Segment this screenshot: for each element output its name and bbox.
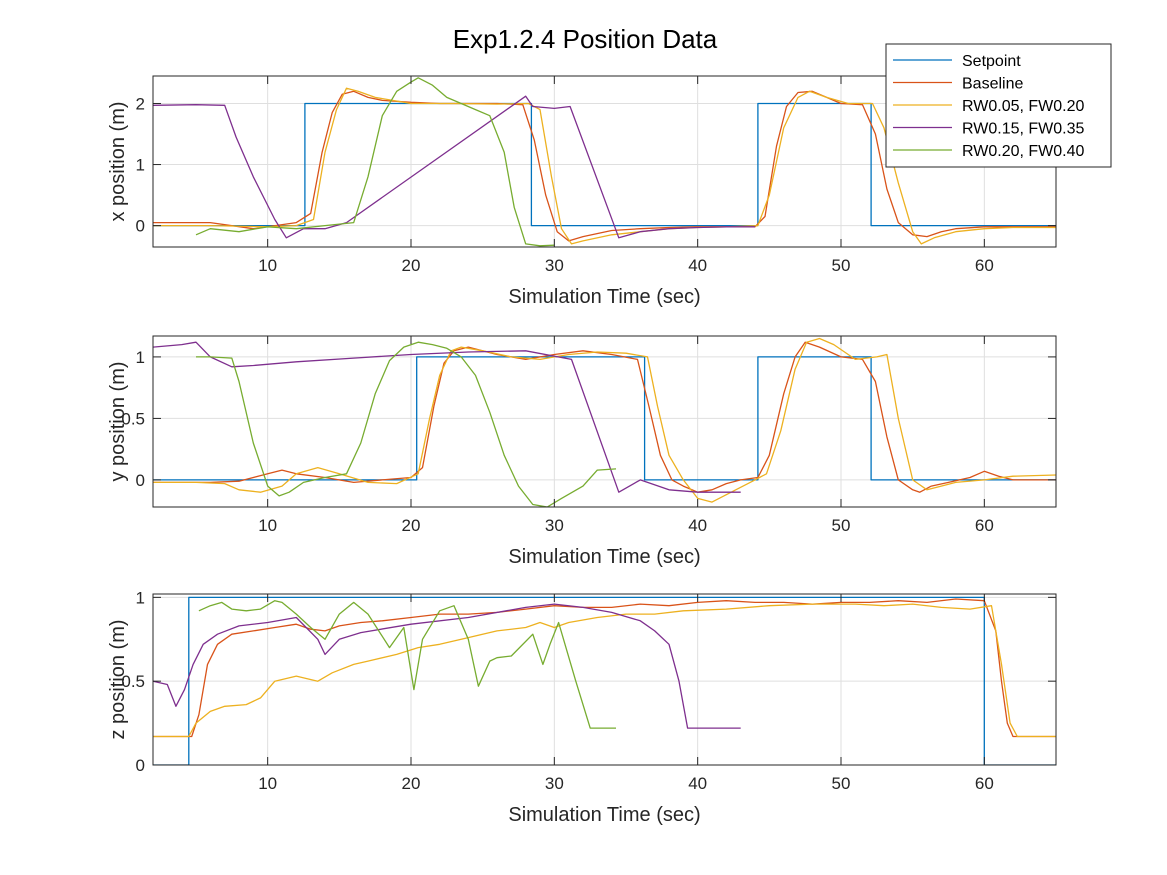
- y-tick-label: 0.5: [121, 409, 145, 428]
- x-tick-label: 50: [832, 516, 851, 535]
- y-tick-label: 2: [136, 94, 145, 113]
- legend-label-baseline: Baseline: [962, 76, 1023, 93]
- x-axis-label: Simulation Time (sec): [508, 804, 700, 826]
- y-tick-label: 1: [136, 588, 145, 607]
- series-line-baseline: [153, 90, 1056, 242]
- plot-area: [153, 594, 1056, 765]
- series-line-rw0-15-fw0-35: [153, 603, 741, 729]
- series-line-setpoint: [153, 596, 1056, 765]
- x-axis-label: Simulation Time (sec): [508, 286, 700, 308]
- subplot-z-position: 10 20 30 40 50 60 0 0.5 1 Simulation Time (sec) z …: [107, 588, 1057, 826]
- x-tick-label: 40: [688, 256, 707, 275]
- x-tick-label: 40: [688, 516, 707, 535]
- series-line-rw0-05-fw0-20: [153, 603, 1056, 738]
- series-line-setpoint: [153, 102, 1056, 227]
- axes-box: [152, 593, 1057, 766]
- series-line-rw0-05-fw0-20: [153, 337, 1056, 503]
- y-tick-label: 0: [136, 471, 145, 490]
- x-tick-label: 60: [975, 256, 994, 275]
- series-line-setpoint: [153, 356, 1056, 481]
- series-line-rw0-15-fw0-35: [153, 95, 755, 239]
- x-tick-label: 20: [402, 774, 421, 793]
- x-tick-label: 20: [402, 516, 421, 535]
- series-line-rw0-20-fw0-40: [195, 77, 555, 247]
- legend: Setpoint Baseline RW0.05, FW0.20 RW0.15, FW…: [885, 43, 1112, 168]
- x-tick-label: 20: [402, 256, 421, 275]
- legend-label-rw0-15-fw0-35: RW0.15, FW0.35: [962, 121, 1085, 138]
- x-tick-label: 30: [545, 774, 564, 793]
- x-tick-label: 50: [832, 256, 851, 275]
- legend-label-rw0-20-fw0-40: RW0.20, FW0.40: [962, 143, 1085, 160]
- y-axis-label: y position (m): [107, 361, 129, 481]
- y-tick-label: 0: [136, 756, 145, 775]
- y-tick-label: 1: [136, 156, 145, 175]
- x-tick-label: 60: [975, 774, 994, 793]
- x-tick-label: 30: [545, 516, 564, 535]
- chart-title: Exp1.2.4 Position Data: [453, 24, 718, 54]
- x-tick-label: 10: [258, 256, 277, 275]
- x-tick-label: 10: [258, 774, 277, 793]
- y-tick-label: 0: [136, 217, 145, 236]
- x-tick-label: 40: [688, 774, 707, 793]
- x-tick-label: 30: [545, 256, 564, 275]
- series-line-rw0-15-fw0-35: [153, 341, 741, 493]
- series-line-rw0-20-fw0-40: [196, 341, 617, 507]
- legend-label-rw0-05-fw0-20: RW0.05, FW0.20: [962, 98, 1085, 115]
- axes-box: [152, 335, 1057, 508]
- x-axis-label: Simulation Time (sec): [508, 546, 700, 568]
- x-tick-label: 60: [975, 516, 994, 535]
- subplot-y-position: 10 20 30 40 50 60 0 0.5 1 Simulation Time (sec) y …: [107, 335, 1057, 568]
- series-line-baseline: [153, 341, 1056, 493]
- y-tick-label: 1: [136, 348, 145, 367]
- x-tick-label: 10: [258, 516, 277, 535]
- x-tick-label: 50: [832, 774, 851, 793]
- series-line-rw0-20-fw0-40: [198, 600, 616, 729]
- y-axis-label: z position (m): [107, 619, 129, 739]
- legend-label-setpoint: Setpoint: [962, 53, 1021, 70]
- y-tick-label: 0.5: [121, 672, 145, 691]
- y-axis-label: x position (m): [107, 101, 129, 221]
- plot-area: [153, 336, 1056, 507]
